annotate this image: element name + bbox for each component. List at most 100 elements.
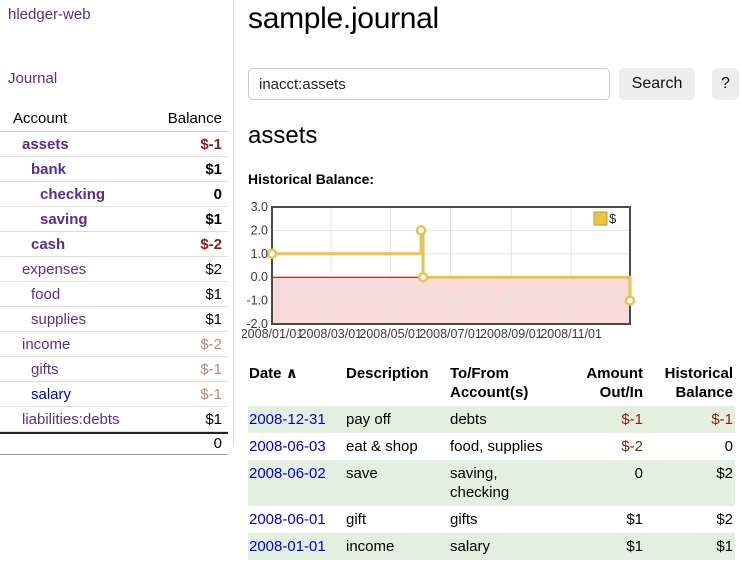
legend-swatch	[593, 211, 608, 226]
account-link[interactable]: food	[31, 285, 61, 303]
account-balance: $-2	[200, 335, 222, 353]
transaction-date-link[interactable]: 2008-01-01	[249, 538, 326, 555]
transaction-accounts: debts	[450, 411, 487, 428]
account-row: salary $-1	[0, 382, 228, 407]
register-account-heading: assets	[248, 122, 318, 149]
legend-label: $	[609, 211, 617, 226]
account-link[interactable]: income	[22, 335, 71, 353]
transaction-date-link[interactable]: 2008-06-01	[249, 511, 326, 528]
svg-text:0.0: 0.0	[251, 270, 268, 284]
transaction-row: 2008-06-02 save saving, checking 0 $2	[248, 460, 735, 506]
account-row: assets $-1	[0, 132, 228, 157]
account-balance: $-1	[200, 135, 222, 153]
account-balance: $1	[205, 160, 222, 178]
transaction-balance: $-1	[711, 411, 733, 428]
transaction-amount: $-1	[621, 411, 643, 428]
transaction-row: 2008-01-01 income salary $1 $1	[248, 533, 735, 560]
transaction-accounts: saving, checking	[450, 465, 510, 501]
account-link[interactable]: liabilities:debts	[22, 410, 120, 428]
svg-text:-1.0: -1.0	[246, 294, 268, 308]
date-column-header[interactable]: Date ∧	[249, 365, 298, 382]
transaction-description: save	[346, 465, 378, 482]
account-balance: $-1	[200, 360, 222, 378]
account-balance: $2	[205, 260, 222, 278]
account-balance: $1	[205, 410, 222, 428]
accounts-table: Account Balance assets $-1 bank $1 checking 0…	[0, 106, 228, 455]
transaction-date-link[interactable]: 2008-12-31	[249, 411, 326, 428]
account-balance: $1	[205, 285, 222, 303]
transaction-row: 2008-12-31 pay off debts $-1 $-1	[248, 406, 735, 433]
svg-text:2008/01/01: 2008/01/01	[242, 327, 303, 341]
transaction-date-link[interactable]: 2008-06-03	[249, 438, 326, 455]
account-link[interactable]: salary	[31, 385, 72, 403]
account-row: food $1	[0, 282, 228, 307]
chart-title: Historical Balance:	[248, 171, 375, 187]
account-balance: $-2	[200, 235, 222, 253]
account-link[interactable]: checking	[40, 185, 106, 203]
account-link[interactable]: cash	[31, 235, 66, 253]
description-column-header: Description	[346, 365, 429, 382]
accounts-table-header: Account Balance	[0, 106, 228, 132]
transaction-amount: $-2	[621, 438, 643, 455]
account-row: bank $1	[0, 157, 228, 182]
svg-text:2008/09/01: 2008/09/01	[480, 327, 543, 341]
account-link[interactable]: gifts	[31, 360, 59, 378]
svg-text:2008/05/01: 2008/05/01	[359, 327, 422, 341]
register-table: Date ∧ Description To/From Account(s) Am…	[248, 362, 735, 560]
svg-text:3.0: 3.0	[251, 202, 268, 214]
balance-column-header: Balance	[167, 110, 222, 127]
transaction-accounts: food, supplies	[450, 438, 543, 455]
transaction-accounts: salary	[450, 538, 491, 555]
svg-text:2008/11/01: 2008/11/01	[540, 327, 602, 341]
account-link[interactable]: saving	[40, 210, 88, 228]
help-button[interactable]: ?	[712, 68, 739, 100]
transaction-balance: $2	[716, 465, 733, 482]
balance-column-header-register: Historical Balance	[664, 365, 733, 401]
transaction-description: income	[346, 538, 395, 555]
account-balance: $1	[205, 210, 222, 228]
transaction-balance: 0	[724, 438, 733, 455]
account-balance: 0	[213, 185, 222, 203]
sidebar: hledger-web Journal Account Balance asse…	[0, 0, 234, 455]
account-balance: $1	[205, 310, 222, 328]
svg-text:2008/07/01: 2008/07/01	[419, 327, 482, 341]
register-table-body: 2008-12-31 pay off debts $-1 $-1 2008-06-03 ea…	[248, 406, 735, 560]
account-link[interactable]: assets	[22, 135, 69, 153]
account-column-header: Account	[13, 110, 68, 127]
account-row: income $-2	[0, 332, 228, 357]
sort-ascending-icon: ∧	[285, 365, 298, 382]
transaction-amount: 0	[634, 465, 643, 482]
page-title: sample.journal	[248, 2, 439, 35]
search-button[interactable]: Search	[619, 68, 695, 100]
account-row: supplies $1	[0, 307, 228, 332]
chart-svg: $3.0 2.0 1.0 0.0 -1.0 -2.02008/01/012008/03/0…	[241, 200, 636, 341]
account-tree: assets $-1 bank $1 checking 0 saving $1 cash $-2 e…	[0, 132, 228, 432]
transaction-description: gift	[346, 511, 367, 528]
search-input[interactable]	[248, 68, 610, 100]
account-row: expenses $2	[0, 257, 228, 282]
account-link[interactable]: bank	[31, 160, 67, 178]
svg-text:2.0: 2.0	[251, 223, 268, 237]
transaction-row: 2008-06-03 eat & shop food, supplies $-2 0	[248, 433, 735, 460]
sidebar-item-journal[interactable]: Journal	[8, 70, 58, 87]
transaction-accounts: gifts	[450, 511, 478, 528]
transaction-description: eat & shop	[346, 438, 418, 455]
svg-text:-2.0: -2.0	[246, 317, 268, 331]
transaction-description: pay off	[346, 411, 391, 428]
account-link[interactable]: supplies	[31, 310, 87, 328]
accounts-total: 0	[0, 432, 228, 455]
transaction-balance: $1	[716, 538, 733, 555]
transaction-row: 2008-06-01 gift gifts $1 $2	[248, 506, 735, 533]
svg-text:1.0: 1.0	[251, 247, 268, 261]
account-row: gifts $-1	[0, 357, 228, 382]
accounts-column-header: To/From Account(s)	[450, 365, 529, 401]
amount-column-header: Amount Out/In	[586, 365, 643, 401]
app-title-link[interactable]: hledger-web	[8, 6, 91, 23]
transaction-amount: $1	[626, 538, 643, 555]
account-row: saving $1	[0, 207, 228, 232]
account-row: checking 0	[0, 182, 228, 207]
transaction-date-link[interactable]: 2008-06-02	[249, 465, 326, 482]
account-balance: $-1	[200, 385, 222, 403]
account-link[interactable]: expenses	[22, 260, 87, 278]
